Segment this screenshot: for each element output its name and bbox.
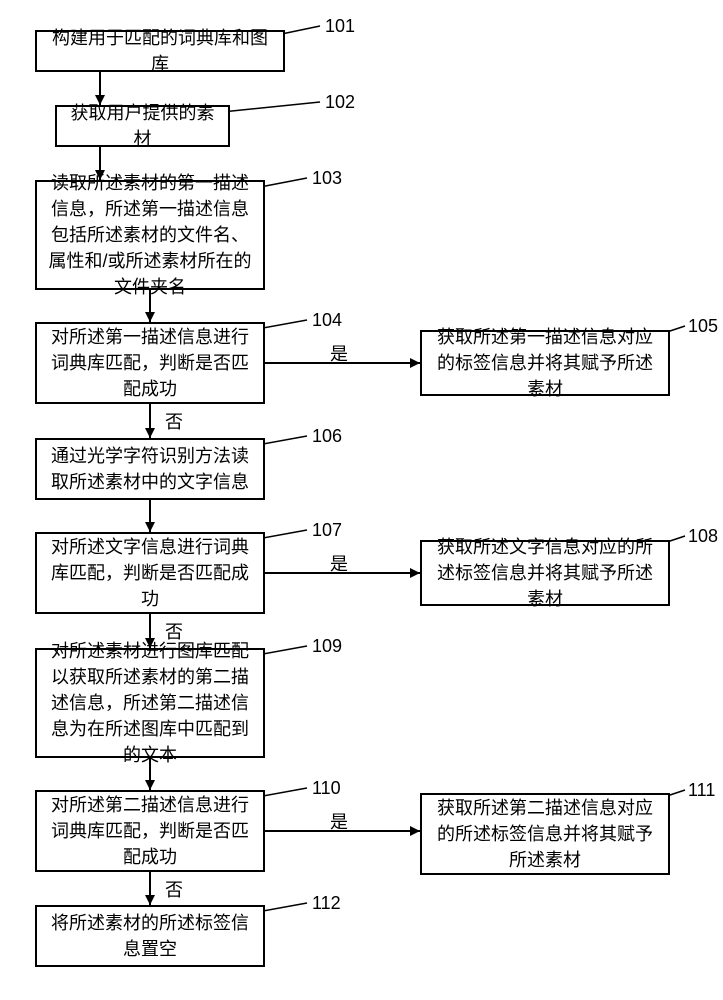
node-108: 获取所述文字信息对应的所述标签信息并将其赋予所述素材 <box>420 540 670 606</box>
ref-107: 107 <box>312 520 342 541</box>
node-text: 读取所述素材的第一描述信息，所述第一描述信息包括所述素材的文件名、属性和/或所述… <box>45 170 255 300</box>
node-text: 获取所述第二描述信息对应的所述标签信息并将其赋予所述素材 <box>430 795 660 873</box>
ref-103: 103 <box>312 168 342 189</box>
node-110: 对所述第二描述信息进行词典库匹配，判断是否匹配成功 <box>35 790 265 872</box>
ref-112: 112 <box>312 893 341 914</box>
node-text: 构建用于匹配的词典库和图库 <box>45 25 275 77</box>
node-104: 对所述第一描述信息进行词典库匹配，判断是否匹配成功 <box>35 322 265 404</box>
edge-label-8: 是 <box>330 340 348 366</box>
node-112: 将所述素材的所述标签信息置空 <box>35 905 265 967</box>
node-text: 获取所述文字信息对应的所述标签信息并将其赋予所述素材 <box>430 534 660 612</box>
node-text: 获取用户提供的素材 <box>65 100 220 152</box>
ref-101: 101 <box>325 16 355 37</box>
node-text: 将所述素材的所述标签信息置空 <box>45 910 255 962</box>
edge-label-3: 否 <box>165 408 183 434</box>
node-text: 通过光学字符识别方法读取所述素材中的文字信息 <box>45 443 255 495</box>
ref-104: 104 <box>312 310 342 331</box>
node-101: 构建用于匹配的词典库和图库 <box>35 30 285 72</box>
node-107: 对所述文字信息进行词典库匹配，判断是否匹配成功 <box>35 532 265 614</box>
node-text: 对所述素材进行图库匹配以获取所述素材的第二描述信息，所述第二描述信息为在所述图库… <box>45 638 255 768</box>
edge-label-10: 是 <box>330 808 348 834</box>
node-text: 对所述文字信息进行词典库匹配，判断是否匹配成功 <box>45 534 255 612</box>
node-text: 对所述第一描述信息进行词典库匹配，判断是否匹配成功 <box>45 324 255 402</box>
node-109: 对所述素材进行图库匹配以获取所述素材的第二描述信息，所述第二描述信息为在所述图库… <box>35 648 265 758</box>
edge-label-9: 是 <box>330 550 348 576</box>
node-102: 获取用户提供的素材 <box>55 105 230 147</box>
ref-108: 108 <box>688 526 718 547</box>
node-103: 读取所述素材的第一描述信息，所述第一描述信息包括所述素材的文件名、属性和/或所述… <box>35 180 265 290</box>
ref-109: 109 <box>312 636 342 657</box>
ref-105: 105 <box>688 316 718 337</box>
edge-label-7: 否 <box>165 876 183 902</box>
node-text: 对所述第二描述信息进行词典库匹配，判断是否匹配成功 <box>45 792 255 870</box>
ref-111: 111 <box>688 780 715 801</box>
edge-label-5: 否 <box>165 618 183 644</box>
ref-102: 102 <box>325 92 355 113</box>
ref-106: 106 <box>312 426 342 447</box>
flowchart-canvas: 构建用于匹配的词典库和图库 101 获取用户提供的素材 102 读取所述素材的第一描述信… <box>0 0 723 1000</box>
ref-110: 110 <box>312 778 341 799</box>
node-111: 获取所述第二描述信息对应的所述标签信息并将其赋予所述素材 <box>420 793 670 875</box>
node-106: 通过光学字符识别方法读取所述素材中的文字信息 <box>35 438 265 500</box>
node-text: 获取所述第一描述信息对应的标签信息并将其赋予所述素材 <box>430 324 660 402</box>
node-105: 获取所述第一描述信息对应的标签信息并将其赋予所述素材 <box>420 330 670 396</box>
